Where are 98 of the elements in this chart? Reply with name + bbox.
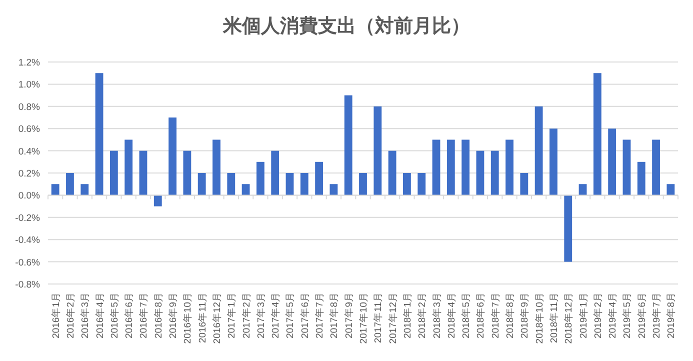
x-tick-label: 2017年8月 bbox=[328, 292, 340, 338]
bar bbox=[66, 173, 74, 196]
x-tick-label: 2017年5月 bbox=[284, 292, 296, 338]
bar bbox=[520, 173, 528, 196]
x-tick-label: 2019年4月 bbox=[606, 292, 619, 338]
bar bbox=[227, 173, 236, 196]
bar bbox=[637, 162, 646, 196]
x-tick-label: 2017年11月 bbox=[372, 292, 384, 343]
bar bbox=[344, 95, 352, 196]
bar bbox=[462, 140, 470, 196]
x-tick-label: 2018年9月 bbox=[518, 292, 531, 338]
bar bbox=[374, 106, 382, 196]
x-tick-label: 2017年7月 bbox=[314, 292, 326, 338]
y-tick-label: -0.4% bbox=[15, 235, 41, 246]
bar bbox=[51, 184, 60, 196]
bar bbox=[476, 150, 484, 196]
bar bbox=[198, 173, 206, 196]
x-tick-label: 2017年6月 bbox=[298, 292, 311, 338]
bar bbox=[564, 195, 572, 262]
x-tick-label: 2019年5月 bbox=[621, 292, 634, 338]
x-tick-label: 2018年10月 bbox=[533, 292, 546, 344]
bar bbox=[652, 140, 660, 196]
x-tick-label: 2017年1月 bbox=[226, 292, 238, 338]
y-tick-label: -0.8% bbox=[15, 280, 41, 290]
y-tick-label: -0.2% bbox=[15, 212, 41, 224]
x-tick-label: 2018年5月 bbox=[460, 292, 472, 338]
bar bbox=[95, 73, 104, 196]
y-tick-label: 0.8% bbox=[18, 102, 41, 113]
x-tick-label: 2018年6月 bbox=[474, 292, 487, 338]
x-tick-label: 2019年8月 bbox=[665, 292, 678, 338]
x-tick-label: 2016年12月 bbox=[210, 292, 223, 344]
chart-title: 米個人消費支出（対前月比） bbox=[222, 15, 470, 37]
bar bbox=[168, 118, 176, 196]
x-tick-label: 2016年1月 bbox=[50, 292, 62, 338]
bar bbox=[432, 140, 440, 196]
x-tick-label: 2017年12月 bbox=[386, 292, 399, 344]
x-tick-label: 2019年6月 bbox=[636, 292, 648, 338]
x-tick-label: 2018年11月 bbox=[548, 292, 560, 343]
bar bbox=[666, 184, 675, 196]
bar bbox=[212, 140, 220, 196]
x-tick-label: 2016年7月 bbox=[138, 292, 150, 338]
bar bbox=[271, 150, 280, 196]
y-tick-label: 1.0% bbox=[18, 80, 41, 91]
bar bbox=[403, 173, 411, 196]
x-tick-label: 2017年2月 bbox=[240, 292, 252, 338]
x-tick-label: 2017年3月 bbox=[254, 292, 267, 338]
bar bbox=[183, 150, 192, 196]
bar bbox=[608, 128, 616, 196]
x-tick-label: 2016年10月 bbox=[182, 292, 194, 344]
x-tick-label: 2018年7月 bbox=[489, 292, 502, 338]
bar bbox=[315, 162, 324, 196]
x-tick-label: 2016年8月 bbox=[152, 292, 164, 338]
y-tick-label: 1.2% bbox=[18, 58, 41, 68]
x-tick-label: 2018年3月 bbox=[430, 292, 443, 338]
bar bbox=[418, 173, 426, 196]
y-tick-label: 0.4% bbox=[18, 146, 41, 158]
bar bbox=[446, 140, 455, 196]
bar bbox=[506, 140, 514, 196]
bar bbox=[622, 140, 631, 196]
x-tick-label: 2016年9月 bbox=[167, 292, 180, 338]
bar bbox=[490, 150, 499, 196]
bar bbox=[286, 173, 294, 196]
bar bbox=[330, 184, 338, 196]
bar bbox=[300, 173, 308, 196]
y-tick-label: 0.2% bbox=[18, 168, 41, 180]
bar bbox=[110, 150, 118, 196]
x-tick-label: 2019年2月 bbox=[592, 292, 604, 338]
x-tick-label: 2017年10月 bbox=[358, 292, 370, 344]
x-tick-label: 2016年11月 bbox=[196, 292, 208, 343]
x-tick-label: 2018年8月 bbox=[504, 292, 516, 338]
bar bbox=[550, 128, 558, 196]
x-tick-label: 2016年6月 bbox=[123, 292, 136, 338]
x-tick-label: 2016年5月 bbox=[108, 292, 120, 338]
x-tick-label: 2019年1月 bbox=[577, 292, 590, 338]
x-tick-label: 2017年9月 bbox=[342, 292, 355, 338]
y-tick-label: -0.6% bbox=[15, 257, 41, 268]
x-tick-label: 2018年1月 bbox=[401, 292, 414, 338]
x-tick-label: 2016年2月 bbox=[64, 292, 76, 338]
bar bbox=[388, 150, 396, 196]
y-tick-label: 0.0% bbox=[18, 190, 41, 202]
bar bbox=[154, 195, 162, 206]
x-tick-label: 2016年3月 bbox=[79, 292, 92, 338]
bar bbox=[242, 184, 250, 196]
x-tick-label: 2016年4月 bbox=[94, 292, 106, 338]
x-tick-label: 2018年12月 bbox=[562, 292, 575, 344]
bar bbox=[593, 73, 602, 196]
bar bbox=[139, 150, 148, 196]
bar bbox=[359, 173, 367, 196]
x-tick-label: 2018年2月 bbox=[416, 292, 428, 338]
bar bbox=[256, 162, 264, 196]
bar bbox=[80, 184, 89, 196]
bar bbox=[124, 140, 133, 196]
y-tick-label: 0.6% bbox=[18, 124, 41, 136]
x-tick-label: 2017年4月 bbox=[270, 292, 282, 338]
x-tick-label: 2019年7月 bbox=[650, 292, 663, 338]
x-tick-label: 2018年4月 bbox=[445, 292, 458, 338]
bar bbox=[534, 106, 543, 196]
bar bbox=[578, 184, 587, 196]
